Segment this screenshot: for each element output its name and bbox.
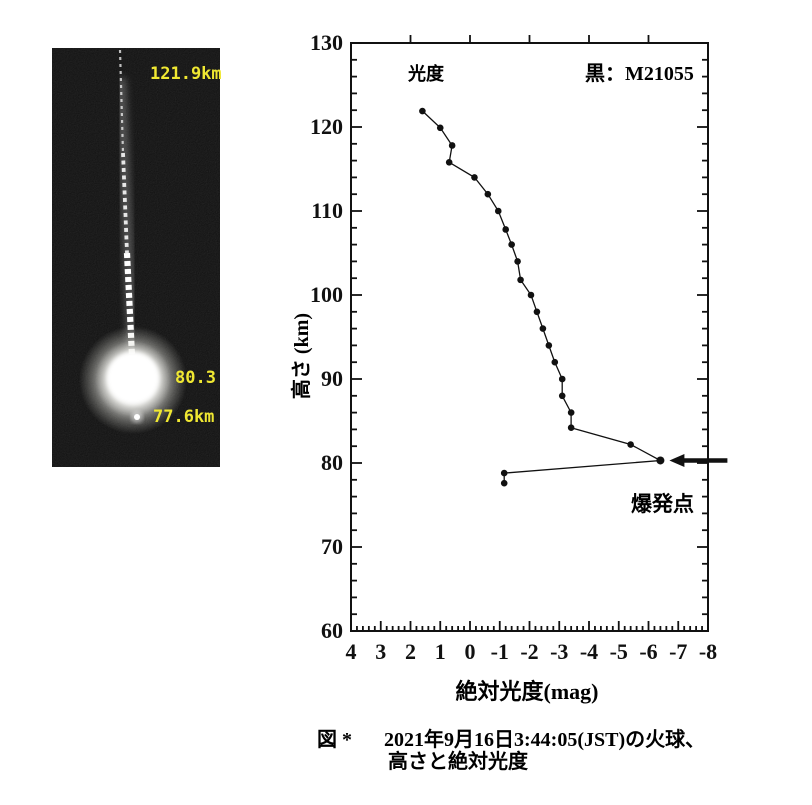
series-label: 光度 — [408, 64, 444, 84]
data-point — [419, 107, 426, 115]
data-point — [436, 124, 444, 132]
x-tick-label: -7 — [669, 639, 687, 664]
data-point — [558, 375, 566, 383]
x-tick-label: -2 — [520, 639, 538, 664]
data-point — [445, 158, 453, 166]
x-tick-label: -3 — [550, 639, 568, 664]
trail-end-fragment — [131, 411, 143, 423]
y-axis-title: 高さ (km) — [291, 312, 313, 400]
data-point — [508, 241, 515, 248]
data-point — [527, 291, 535, 299]
data-point — [567, 409, 575, 416]
data-point — [627, 441, 634, 448]
data-point — [514, 258, 521, 265]
data-point — [567, 424, 575, 432]
x-axis-title: 絶対光度(mag) — [455, 679, 599, 704]
data-point — [500, 469, 508, 477]
fireball-flare — [79, 326, 187, 434]
x-tick-label: -1 — [491, 639, 509, 664]
data-point — [484, 190, 492, 198]
fireball-photo — [52, 48, 220, 467]
x-tick-label: 3 — [375, 639, 386, 664]
data-point — [494, 207, 502, 215]
caption-line1: 2021年9月16日3:44:05(JST)の火球、 — [384, 729, 706, 751]
data-point — [471, 174, 478, 181]
series-line — [421, 110, 663, 484]
photo-altitude-flare-label: 80.3 — [175, 368, 216, 388]
photo-altitude-end-label: 77.6km — [153, 407, 215, 427]
x-tick-label: 4 — [346, 639, 357, 664]
data-point — [500, 479, 508, 487]
x-tick-label: -4 — [580, 639, 598, 664]
x-tick-label: -6 — [639, 639, 657, 664]
arrow-head — [669, 453, 685, 467]
data-point — [539, 325, 547, 332]
y-tick-label: 60 — [321, 618, 343, 643]
photo-altitude-start-label: 121.9km — [150, 64, 222, 84]
x-tick-label: 2 — [405, 639, 416, 664]
y-tick-label: 70 — [321, 534, 343, 559]
data-point — [551, 358, 559, 366]
explosion-point-label: 爆発点 — [631, 492, 694, 516]
x-tick-label: 0 — [465, 639, 476, 664]
data-point — [517, 276, 524, 284]
data-point — [533, 308, 541, 316]
y-tick-label: 120 — [310, 114, 343, 139]
explosion-point-marker — [656, 456, 665, 465]
x-tick-label: 1 — [435, 639, 446, 664]
legend-label: 黒：M21055 — [585, 63, 694, 85]
y-tick-label: 130 — [310, 30, 343, 55]
y-tick-label: 90 — [321, 366, 343, 391]
data-point — [558, 392, 566, 400]
caption-line2: 高さと絶対光度 — [388, 751, 528, 773]
data-point — [545, 342, 553, 349]
data-point — [502, 226, 510, 233]
y-tick-label: 100 — [310, 282, 343, 307]
y-tick-label: 80 — [321, 450, 343, 475]
x-tick-label: -8 — [699, 639, 717, 664]
plot-frame — [350, 42, 709, 632]
x-tick-label: -5 — [610, 639, 628, 664]
y-tick-label: 110 — [311, 198, 343, 223]
caption-figure-number: 図 * — [317, 729, 352, 751]
data-point — [448, 142, 456, 149]
